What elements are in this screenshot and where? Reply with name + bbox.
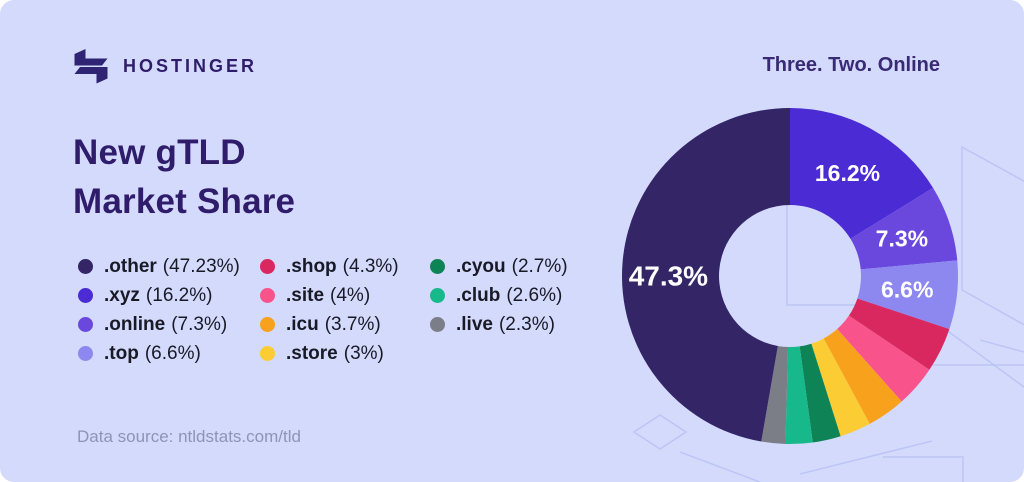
legend-color-dot: [78, 259, 93, 274]
legend-item-xyz: .xyz (16.2%): [78, 281, 260, 310]
legend-share-value: (3.7%): [324, 313, 381, 335]
hostinger-logo: HOSTINGER: [72, 47, 257, 85]
legend-tld-name: .live: [456, 313, 493, 335]
donut-slice-xyz: [790, 108, 934, 239]
legend-column: .other (47.23%) .xyz (16.2%) .online (7.3%) .t…: [78, 252, 260, 368]
legend-share-value: (3%): [343, 342, 384, 364]
legend-item-cyou: .cyou (2.7%): [430, 252, 568, 281]
legend-tld-name: .icu: [286, 313, 319, 335]
legend-tld-name: .cyou: [456, 255, 506, 277]
donut-slice-live: [761, 345, 789, 444]
legend-color-dot: [260, 317, 275, 332]
page-title: New gTLD Market Share: [73, 128, 295, 226]
donut-slice-club: [785, 346, 813, 445]
legend-share-value: (7.3%): [171, 313, 228, 335]
legend-item-other: .other (47.23%): [78, 252, 260, 281]
donut-slice-other: [622, 108, 790, 442]
legend-item-icu: .icu (3.7%): [260, 310, 430, 339]
slice-label-other: 47.3%: [629, 260, 708, 291]
legend-tld-name: .shop: [286, 255, 337, 277]
donut-slice-icu: [823, 329, 902, 424]
slice-label-xyz: 16.2%: [815, 160, 880, 186]
donut-slice-online: [850, 187, 958, 270]
legend-share-value: (4%): [330, 284, 371, 306]
legend-color-dot: [78, 317, 93, 332]
legend-share-value: (2.6%): [506, 284, 563, 306]
legend-item-live: .live (2.3%): [430, 310, 568, 339]
legend-share-value: (2.3%): [498, 313, 555, 335]
legend-color-dot: [78, 288, 93, 303]
legend-item-site: .site (4%): [260, 281, 430, 310]
chart-legend: .other (47.23%) .xyz (16.2%) .online (7.3%) .t…: [78, 252, 568, 368]
legend-item-shop: .shop (4.3%): [260, 252, 430, 281]
legend-tld-name: .online: [104, 313, 166, 335]
legend-color-dot: [260, 259, 275, 274]
legend-share-value: (16.2%): [145, 284, 213, 306]
legend-color-dot: [260, 346, 275, 361]
data-source-note: Data source: ntldstats.com/tld: [77, 427, 301, 446]
legend-share-value: (6.6%): [144, 342, 201, 364]
legend-item-top: .top (6.6%): [78, 339, 260, 368]
legend-item-club: .club (2.6%): [430, 281, 568, 310]
brand-wordmark: HOSTINGER: [123, 55, 258, 76]
legend-color-dot: [430, 317, 445, 332]
legend-color-dot: [430, 288, 445, 303]
donut-slice-store: [811, 338, 870, 437]
donut-slice-top: [857, 260, 959, 330]
legend-tld-name: .store: [286, 342, 338, 364]
donut-slice-cyou: [799, 343, 841, 443]
page-title-line2: Market Share: [73, 182, 296, 221]
slice-label-online: 7.3%: [876, 226, 928, 252]
donut-slice-site: [837, 315, 930, 402]
legend-tld-name: .top: [104, 342, 139, 364]
legend-column: .shop (4.3%) .site (4%) .icu (3.7%) .store (3%): [260, 252, 430, 368]
legend-color-dot: [78, 346, 93, 361]
legend-item-store: .store (3%): [260, 339, 430, 368]
legend-column: .cyou (2.7%) .club (2.6%) .live (2.3%): [430, 252, 568, 368]
legend-share-value: (4.3%): [342, 255, 399, 277]
donut-slice-shop: [848, 298, 950, 370]
legend-color-dot: [260, 288, 275, 303]
legend-tld-name: .xyz: [104, 284, 140, 306]
brand-tagline: Three. Two. Online: [762, 54, 940, 76]
slice-label-top: 6.6%: [881, 277, 933, 303]
legend-tld-name: .site: [286, 284, 325, 306]
legend-color-dot: [430, 259, 445, 274]
hostinger-h-icon: [74, 49, 108, 84]
legend-item-online: .online (7.3%): [78, 310, 260, 339]
legend-share-value: (2.7%): [511, 255, 568, 277]
legend-share-value: (47.23%): [162, 255, 240, 277]
legend-tld-name: .other: [104, 255, 157, 277]
page-title-line1: New gTLD: [73, 133, 246, 172]
legend-tld-name: .club: [456, 284, 501, 306]
